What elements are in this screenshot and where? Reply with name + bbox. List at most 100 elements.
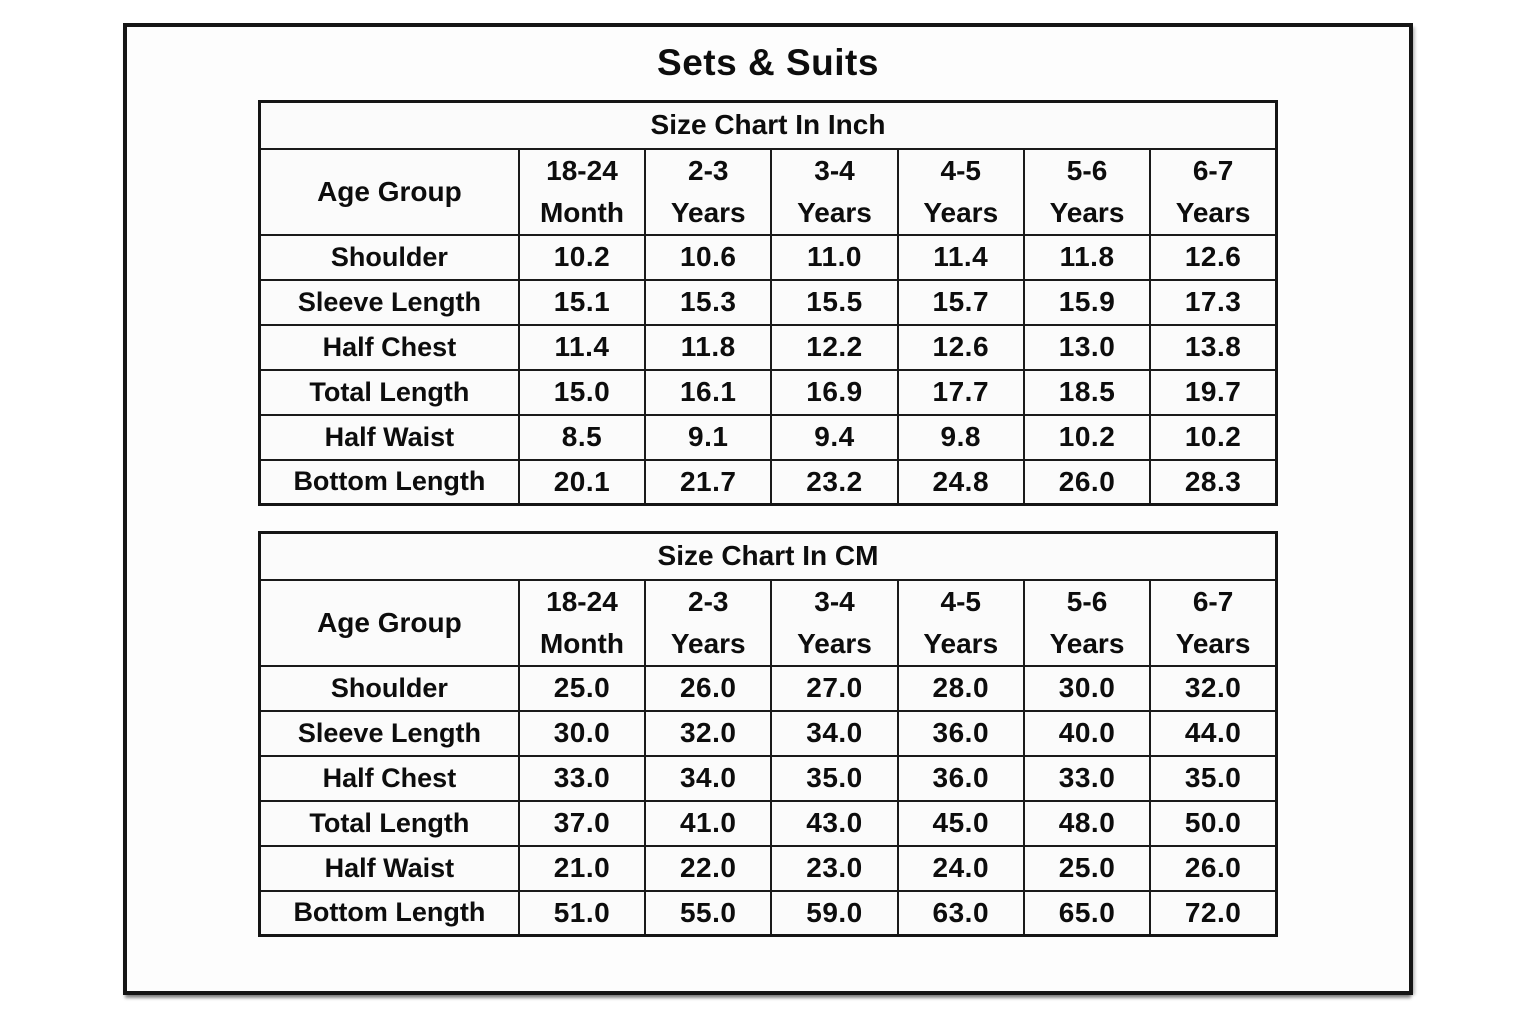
- value-cell: 15.9: [1022, 278, 1152, 326]
- value-cell: 50.0: [1149, 799, 1278, 847]
- value-cell: 51.0: [517, 889, 647, 937]
- value-cell: 24.0: [896, 844, 1025, 892]
- age-group-header: 6-7 Years: [1149, 147, 1278, 236]
- value-cell: 13.8: [1149, 323, 1278, 371]
- value-cell: 34.0: [644, 754, 773, 802]
- corner-header: Age Group: [258, 147, 520, 236]
- page-title: Sets & Suits: [657, 42, 879, 83]
- value-cell: 36.0: [896, 754, 1025, 802]
- value-cell: 13.0: [1022, 323, 1152, 371]
- value-cell: 17.7: [896, 368, 1025, 416]
- value-cell: 37.0: [517, 799, 647, 847]
- size-table-cm: Size Chart In CM Age Group 18-24 Month 2-3 Ye…: [258, 531, 1278, 937]
- row-label: Sleeve Length: [258, 278, 520, 326]
- value-cell: 72.0: [1149, 889, 1278, 937]
- value-cell: 11.0: [770, 233, 899, 281]
- value-cell: 36.0: [896, 709, 1025, 757]
- table-row: Bottom Length 20.1 21.7 23.2 24.8 26.0 28.3: [258, 458, 1278, 506]
- value-cell: 15.7: [896, 278, 1025, 326]
- row-label: Shoulder: [258, 664, 520, 712]
- value-cell: 35.0: [1149, 754, 1278, 802]
- value-cell: 23.2: [770, 458, 899, 506]
- value-cell: 11.8: [1022, 233, 1152, 281]
- value-cell: 11.4: [896, 233, 1025, 281]
- row-label: Bottom Length: [258, 458, 520, 506]
- row-label: Total Length: [258, 368, 520, 416]
- table-title-row: Size Chart In Inch: [258, 100, 1278, 150]
- age-group-header: 5-6 Years: [1022, 147, 1152, 236]
- value-cell: 28.3: [1149, 458, 1278, 506]
- value-cell: 15.0: [517, 368, 647, 416]
- value-cell: 33.0: [1022, 754, 1152, 802]
- table-row: Sleeve Length 30.0 32.0 34.0 36.0 40.0 44.0: [258, 709, 1278, 757]
- age-group-header: 4-5 Years: [896, 578, 1025, 667]
- age-group-header: 4-5 Years: [896, 147, 1025, 236]
- row-label: Half Chest: [258, 323, 520, 371]
- value-cell: 9.4: [770, 413, 899, 461]
- age-group-header: 3-4 Years: [770, 578, 899, 667]
- table-title: Size Chart In CM: [258, 531, 1278, 581]
- value-cell: 12.6: [896, 323, 1025, 371]
- value-cell: 32.0: [644, 709, 773, 757]
- value-cell: 12.2: [770, 323, 899, 371]
- value-cell: 16.9: [770, 368, 899, 416]
- value-cell: 11.4: [517, 323, 647, 371]
- header-row: Age Group 18-24 Month 2-3 Years 3-4 Years 4-5 Ye…: [258, 147, 1278, 236]
- age-group-header: 5-6 Years: [1022, 578, 1152, 667]
- table-row: Half Chest 33.0 34.0 35.0 36.0 33.0 35.0: [258, 754, 1278, 802]
- age-group-header: 2-3 Years: [644, 578, 773, 667]
- value-cell: 43.0: [770, 799, 899, 847]
- value-cell: 20.1: [517, 458, 647, 506]
- row-label: Sleeve Length: [258, 709, 520, 757]
- value-cell: 41.0: [644, 799, 773, 847]
- age-group-header: 18-24 Month: [517, 147, 647, 236]
- value-cell: 21.7: [644, 458, 773, 506]
- value-cell: 55.0: [644, 889, 773, 937]
- row-label: Bottom Length: [258, 889, 520, 937]
- value-cell: 44.0: [1149, 709, 1278, 757]
- value-cell: 22.0: [644, 844, 773, 892]
- header-row: Age Group 18-24 Month 2-3 Years 3-4 Years 4-5 Ye…: [258, 578, 1278, 667]
- table-title-row: Size Chart In CM: [258, 531, 1278, 581]
- value-cell: 27.0: [770, 664, 899, 712]
- value-cell: 59.0: [770, 889, 899, 937]
- value-cell: 25.0: [1022, 844, 1152, 892]
- value-cell: 15.1: [517, 278, 647, 326]
- value-cell: 65.0: [1022, 889, 1152, 937]
- row-label: Total Length: [258, 799, 520, 847]
- value-cell: 15.3: [644, 278, 773, 326]
- age-group-header: 3-4 Years: [770, 147, 899, 236]
- value-cell: 12.6: [1149, 233, 1278, 281]
- value-cell: 30.0: [517, 709, 647, 757]
- size-table-inch: Size Chart In Inch Age Group 18-24 Month 2-3…: [258, 100, 1278, 506]
- value-cell: 30.0: [1022, 664, 1152, 712]
- value-cell: 11.8: [644, 323, 773, 371]
- value-cell: 25.0: [517, 664, 647, 712]
- value-cell: 35.0: [770, 754, 899, 802]
- table-row: Sleeve Length 15.1 15.3 15.5 15.7 15.9 17.3: [258, 278, 1278, 326]
- row-label: Half Chest: [258, 754, 520, 802]
- value-cell: 48.0: [1022, 799, 1152, 847]
- value-cell: 28.0: [896, 664, 1025, 712]
- value-cell: 34.0: [770, 709, 899, 757]
- table-title: Size Chart In Inch: [258, 100, 1278, 150]
- outer-frame: Sets & Suits Size Chart In Inch Age Group…: [123, 23, 1413, 995]
- value-cell: 19.7: [1149, 368, 1278, 416]
- row-label: Half Waist: [258, 844, 520, 892]
- table-row: Shoulder 10.2 10.6 11.0 11.4 11.8 12.6: [258, 233, 1278, 281]
- value-cell: 23.0: [770, 844, 899, 892]
- value-cell: 26.0: [1149, 844, 1278, 892]
- size-chart-cm-section: Size Chart In CM Age Group 18-24 Month 2-3 Ye…: [258, 531, 1278, 937]
- table-row: Bottom Length 51.0 55.0 59.0 63.0 65.0 72.0: [258, 889, 1278, 937]
- value-cell: 15.5: [770, 278, 899, 326]
- value-cell: 9.1: [644, 413, 773, 461]
- table-row: Half Waist 8.5 9.1 9.4 9.8 10.2 10.2: [258, 413, 1278, 461]
- value-cell: 8.5: [517, 413, 647, 461]
- value-cell: 10.2: [1149, 413, 1278, 461]
- value-cell: 63.0: [896, 889, 1025, 937]
- value-cell: 9.8: [896, 413, 1025, 461]
- value-cell: 18.5: [1022, 368, 1152, 416]
- corner-header: Age Group: [258, 578, 520, 667]
- value-cell: 26.0: [644, 664, 773, 712]
- value-cell: 21.0: [517, 844, 647, 892]
